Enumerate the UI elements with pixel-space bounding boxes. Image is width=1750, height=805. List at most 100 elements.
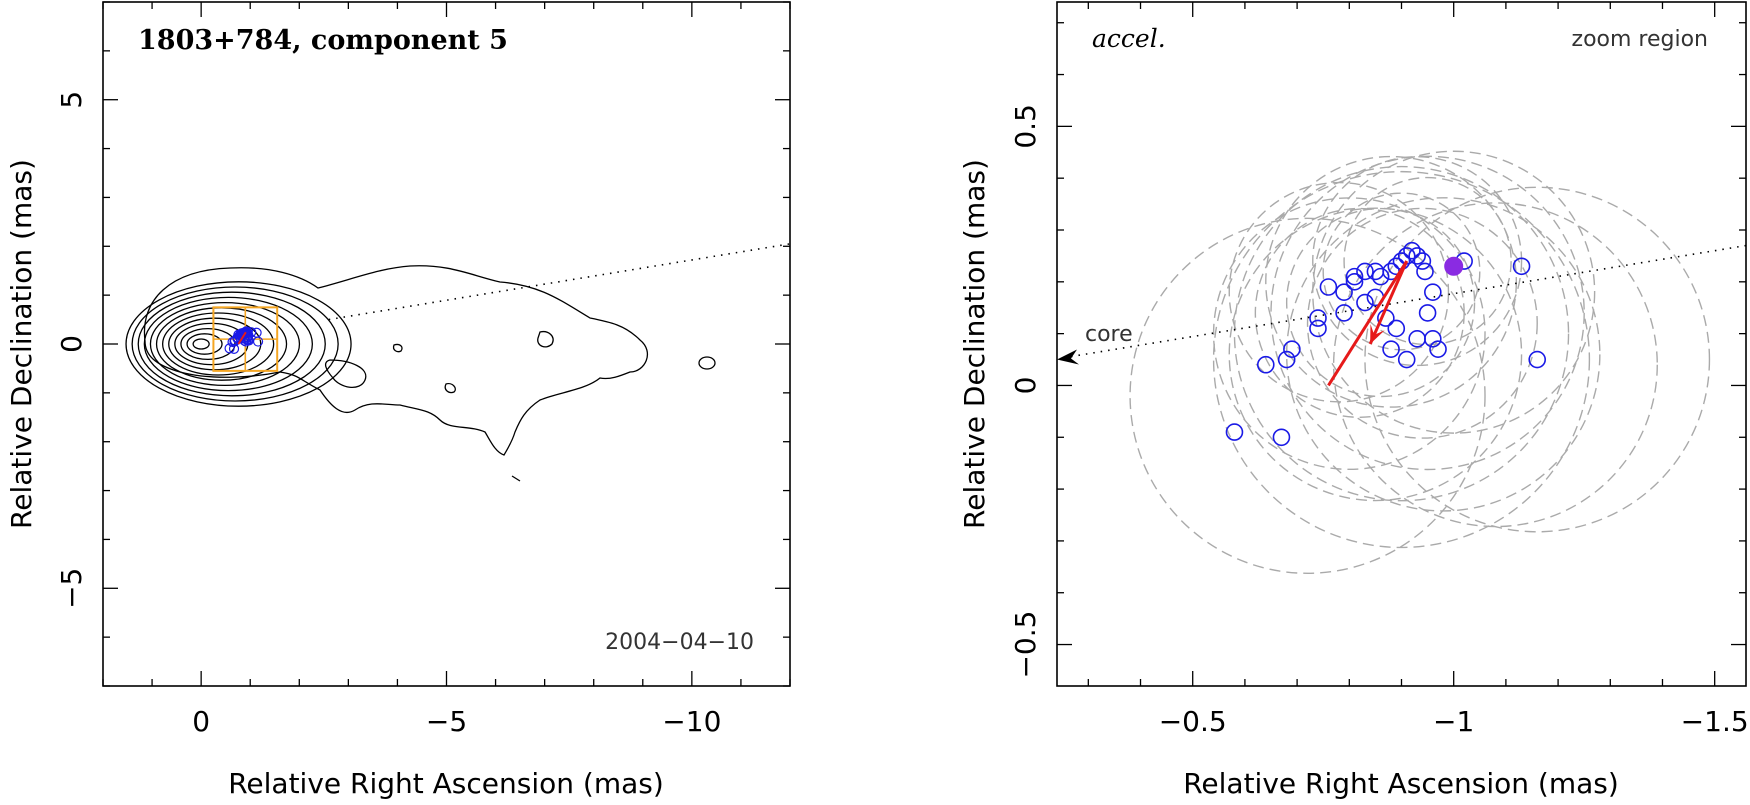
uncertainty-circle	[1270, 155, 1585, 471]
position-marker	[1416, 262, 1434, 281]
left-y-axis-label: Relative Declination (mas)	[5, 159, 38, 529]
right-ticks	[1057, 2, 1746, 686]
contour-island	[537, 330, 554, 348]
left-x-tick-label: 0	[192, 705, 210, 738]
contour-ring	[192, 338, 210, 350]
contour-hole	[324, 359, 367, 388]
left-contour-map	[125, 265, 716, 482]
position-marker	[1413, 252, 1432, 270]
left-y-tick-label: −5	[55, 568, 88, 609]
position-marker	[1225, 423, 1244, 441]
position-marker	[1403, 241, 1421, 260]
position-marker	[1528, 350, 1547, 369]
contour-ring	[143, 296, 313, 392]
position-marker	[1424, 283, 1442, 301]
core-label: core	[1085, 322, 1133, 347]
position-marker	[1335, 283, 1353, 301]
uncertainty-circle	[1285, 207, 1476, 398]
contour-island	[392, 343, 403, 353]
left-y-tick-label: 0	[55, 335, 88, 353]
left-date-label: 2004−04−10	[605, 630, 754, 655]
contour-speck	[511, 475, 521, 482]
uncertainty-circle	[1343, 176, 1512, 346]
uncertainty-circles	[1129, 150, 1711, 574]
left-core-direction-line	[328, 243, 791, 321]
right-x-axis-label: Relative Right Ascension (mas)	[1183, 767, 1619, 800]
left-x-tick-label: −5	[426, 705, 467, 738]
position-marker	[1408, 247, 1426, 265]
contour-ring	[161, 312, 275, 376]
zoom-region-label: zoom region	[1572, 27, 1708, 52]
right-x-tick-label: −1	[1433, 705, 1474, 738]
position-marker	[1429, 340, 1447, 358]
position-marker	[1371, 267, 1390, 286]
uncertainty-circle	[1254, 207, 1465, 419]
uncertainty-circle	[1364, 186, 1711, 533]
uncertainty-circle	[1129, 217, 1486, 574]
uncertainty-circle	[1312, 150, 1596, 434]
reference-position-marker	[1444, 256, 1464, 276]
left-ticks	[102, 1, 791, 687]
acceleration-vector	[1327, 260, 1409, 387]
position-marker	[1356, 293, 1374, 312]
left-position-marker	[224, 343, 235, 354]
left-acceleration-vector	[237, 331, 247, 345]
position-marker	[1387, 319, 1406, 338]
position-marker	[1345, 267, 1364, 286]
contour-island	[444, 382, 456, 394]
acceleration-vector-line	[1327, 260, 1408, 387]
right-y-tick-label: 0	[1009, 377, 1042, 395]
contour-ring	[180, 327, 236, 361]
position-marker	[1283, 340, 1301, 358]
right-panel: accel. zoom region core −0.5 −1 −1.5 0.5…	[958, 1, 1749, 800]
core-arrow-head	[1057, 349, 1079, 365]
position-marker	[1382, 340, 1400, 358]
right-x-tick-label: −0.5	[1159, 705, 1227, 738]
position-marker	[1256, 355, 1275, 374]
left-x-axis-label: Relative Right Ascension (mas)	[228, 767, 664, 800]
uncertainty-circle	[1312, 155, 1523, 367]
position-markers	[1225, 241, 1547, 447]
position-marker	[1335, 304, 1353, 322]
right-y-axis-label: Relative Declination (mas)	[958, 159, 991, 529]
accel-label: accel.	[1092, 24, 1166, 53]
left-position-marker	[252, 336, 264, 347]
uncertainty-circle	[1233, 165, 1570, 502]
right-x-tick-label: −1.5	[1681, 705, 1749, 738]
contour-ring	[186, 333, 223, 355]
position-marker	[1418, 304, 1437, 322]
contour-ring	[131, 286, 339, 402]
right-plot-frame	[1056, 1, 1747, 687]
position-marker	[1408, 330, 1426, 348]
position-marker	[1309, 309, 1327, 327]
position-marker	[1272, 428, 1291, 447]
uncertainty-circle	[1212, 197, 1486, 471]
uncertainty-circle	[1228, 181, 1450, 403]
uncertainty-circle	[1265, 155, 1518, 408]
position-marker	[1397, 350, 1416, 369]
left-position-markers	[224, 326, 264, 354]
position-marker	[1309, 319, 1327, 338]
position-marker	[1356, 262, 1374, 281]
uncertainty-circle	[1322, 192, 1481, 351]
contour-ring	[137, 291, 326, 397]
left-panel: 1803+784, component 5 2004−04−10 0 −5 −1…	[5, 1, 791, 800]
left-position-marker	[246, 327, 257, 338]
position-marker	[1319, 278, 1338, 296]
right-y-tick-label: −0.5	[1009, 611, 1042, 679]
left-x-tick-label: −10	[662, 705, 721, 738]
position-marker	[1277, 350, 1296, 369]
left-plot-frame	[102, 1, 791, 687]
core-direction-line	[1064, 244, 1747, 359]
position-marker	[1512, 257, 1531, 276]
left-title: 1803+784, component 5	[138, 25, 508, 56]
contour-ring	[168, 317, 262, 371]
uncertainty-circle	[1332, 202, 1658, 528]
left-y-tick-label: 5	[55, 91, 88, 109]
uncertainty-circle	[1228, 207, 1523, 502]
contour-ring	[149, 301, 301, 387]
uncertainty-circle	[1212, 170, 1591, 549]
acceleration-vector-line	[1368, 260, 1409, 345]
left-position-marker	[228, 343, 240, 354]
